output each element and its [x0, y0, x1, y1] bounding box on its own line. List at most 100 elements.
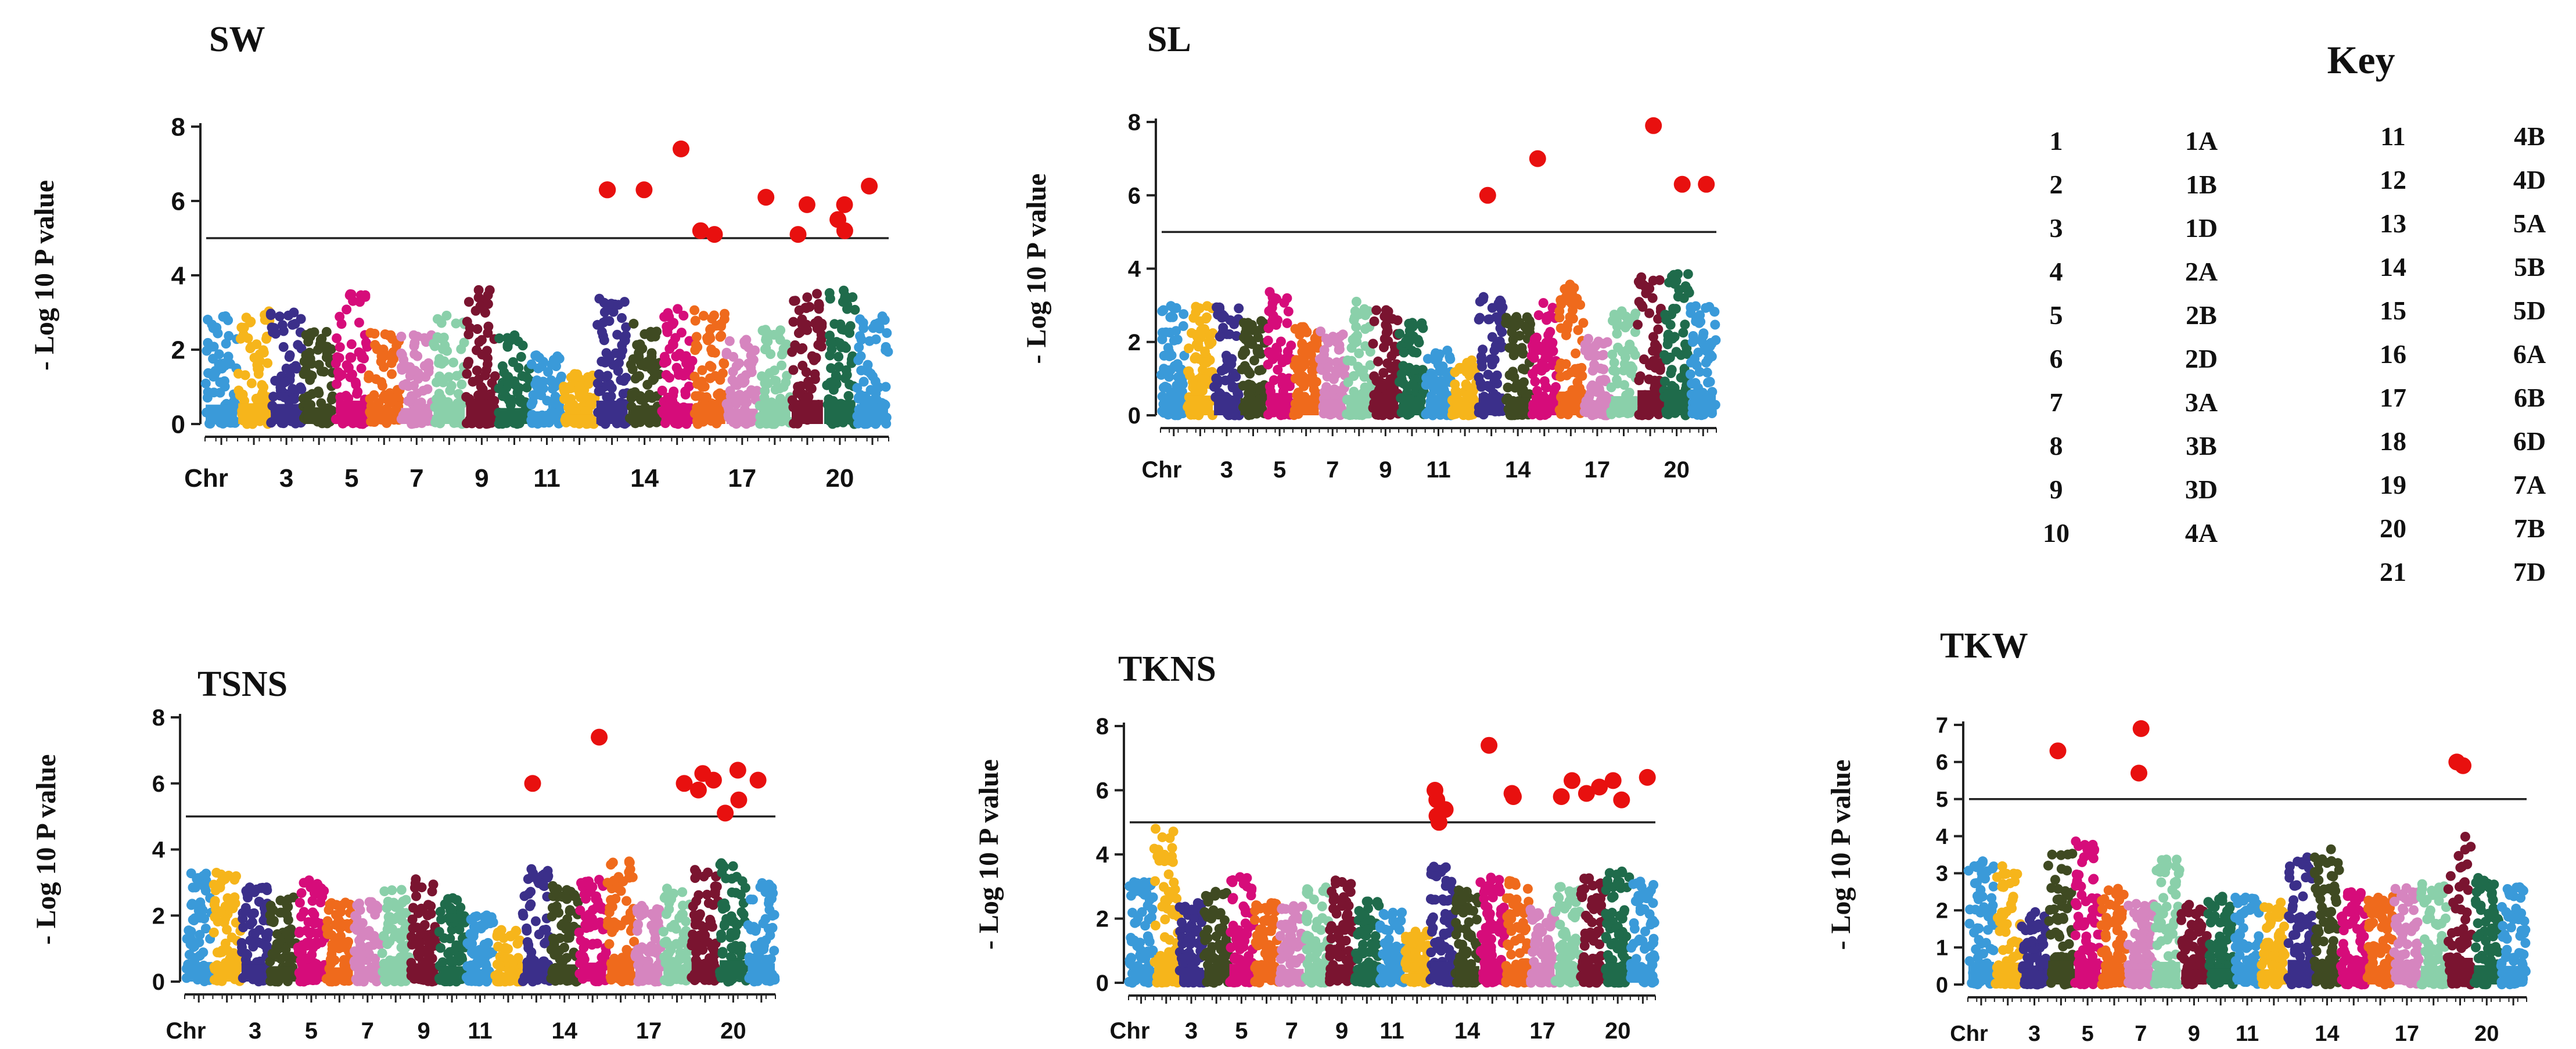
- snp-dense-band: [792, 400, 823, 424]
- snp-dense-band: [1214, 395, 1240, 415]
- snp-point: [1157, 306, 1167, 317]
- snp-point: [747, 354, 757, 365]
- snp-point: [335, 311, 345, 322]
- significant-snp-point: [706, 226, 723, 243]
- snp-point: [403, 381, 414, 391]
- snp-point: [299, 907, 309, 917]
- snp-point: [490, 371, 500, 382]
- y-tick-label: 4: [1128, 257, 1141, 282]
- snp-point: [1198, 357, 1209, 368]
- chromosome-19-points: [787, 289, 827, 429]
- panel-title: TSNS: [197, 664, 288, 704]
- snp-point: [220, 874, 230, 885]
- snp-point: [380, 329, 390, 339]
- snp-point: [717, 368, 728, 379]
- snp-point: [332, 352, 343, 362]
- snp-point: [345, 372, 355, 382]
- snp-point: [265, 308, 276, 319]
- snp-point: [644, 389, 655, 400]
- snp-point: [1607, 349, 1618, 360]
- snp-point: [411, 891, 421, 901]
- snp-point: [182, 933, 192, 944]
- y-tick-label: 2: [1096, 907, 1109, 932]
- snp-point: [630, 373, 641, 384]
- snp-point: [1316, 326, 1326, 337]
- snp-point: [473, 285, 484, 295]
- y-tick-label: 2: [1128, 330, 1141, 355]
- snp-point: [707, 314, 717, 324]
- x-tick-label: 3: [279, 464, 293, 493]
- snp-point: [630, 950, 641, 961]
- snp-point: [303, 391, 313, 401]
- snp-point: [1234, 303, 1244, 314]
- snp-dense-band: [382, 965, 409, 982]
- snp-point: [245, 882, 255, 893]
- snp-point: [423, 930, 433, 940]
- snp-point: [1273, 365, 1283, 375]
- snp-dense-band: [466, 399, 498, 424]
- snp-point: [379, 886, 390, 896]
- snp-point: [1229, 319, 1240, 329]
- snp-point: [503, 380, 513, 390]
- x-tick-label: Chr: [1110, 1018, 1150, 1044]
- snp-point: [816, 329, 827, 340]
- snp-point: [214, 947, 225, 958]
- chromosome-13-points: [592, 293, 632, 429]
- snp-point: [775, 383, 785, 394]
- snp-point: [480, 952, 490, 962]
- snp-point: [629, 936, 639, 947]
- snp-point: [435, 907, 445, 917]
- snp-point: [833, 351, 844, 362]
- snp-point: [403, 396, 414, 406]
- snp-point: [554, 353, 565, 364]
- snp-point: [301, 937, 312, 948]
- snp-point: [562, 953, 572, 963]
- snp-point: [1614, 310, 1625, 320]
- snp-point: [421, 372, 431, 382]
- snp-point: [1489, 354, 1500, 365]
- snp-point: [335, 342, 345, 353]
- snp-point: [680, 389, 691, 400]
- snp-point: [1331, 337, 1342, 347]
- snp-point: [601, 315, 612, 326]
- snp-point: [602, 371, 613, 381]
- x-tick-label: 9: [418, 1018, 430, 1044]
- snp-point: [758, 882, 768, 892]
- snp-point: [1511, 321, 1521, 331]
- x-tick-label: 14: [630, 464, 659, 493]
- snp-point: [270, 376, 281, 386]
- snp-point: [1379, 342, 1389, 353]
- snp-point: [1306, 375, 1317, 386]
- snp-point: [797, 361, 808, 371]
- snp-point: [1533, 340, 1543, 351]
- snp-point: [1611, 366, 1621, 376]
- snp-point: [855, 331, 865, 342]
- snp-dense-band: [270, 966, 297, 982]
- snp-point: [697, 365, 707, 375]
- snp-point: [1518, 349, 1528, 359]
- snp-point: [423, 900, 433, 910]
- snp-point: [1399, 347, 1409, 358]
- snp-point: [246, 378, 257, 389]
- snp-point: [378, 392, 389, 403]
- snp-point: [315, 897, 326, 908]
- snp-point: [249, 928, 260, 939]
- snp-point: [583, 379, 594, 389]
- snp-point: [1467, 355, 1477, 365]
- snp-point: [431, 394, 441, 404]
- snp-point: [191, 882, 201, 893]
- snp-point: [209, 387, 219, 398]
- snp-point: [659, 351, 670, 362]
- snp-point: [690, 873, 700, 883]
- snp-point: [1671, 276, 1682, 286]
- snp-point: [483, 321, 494, 332]
- snp-point: [486, 912, 497, 922]
- snp-dense-band: [531, 411, 563, 424]
- snp-point: [1417, 365, 1428, 375]
- snp-dense-band: [824, 400, 856, 424]
- snp-point: [637, 343, 648, 354]
- snp-point: [240, 370, 250, 380]
- snp-point: [263, 358, 273, 368]
- significant-snp-point: [749, 771, 767, 789]
